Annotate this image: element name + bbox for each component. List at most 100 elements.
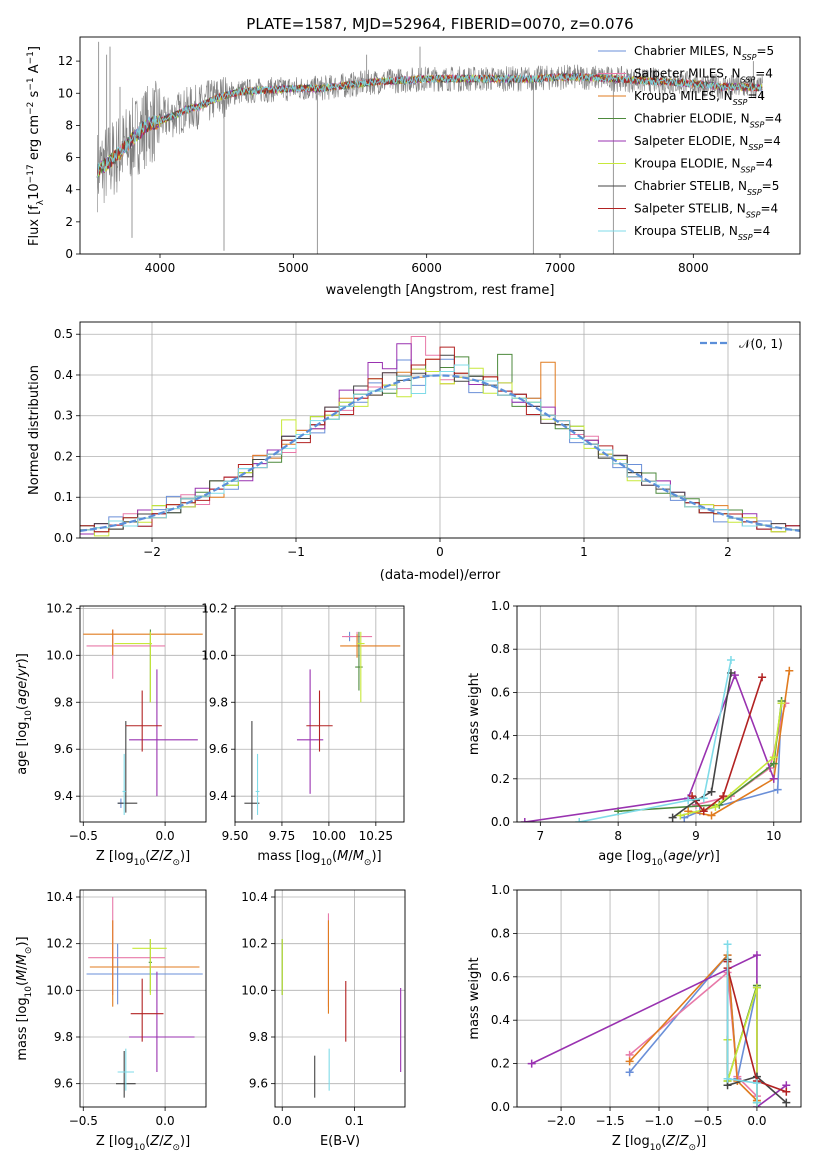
x-tick-label: 10.25	[359, 829, 393, 843]
axes-frame	[274, 889, 406, 1108]
x-tick-label: −2.0	[546, 1114, 575, 1128]
errorbar-kroupa_elodie	[132, 939, 167, 995]
y-axis-label: mass weight	[467, 673, 482, 755]
errorbar-salpeter_miles	[86, 629, 166, 679]
histogram-kroupa_stelib	[80, 364, 800, 531]
x-axis-label: (data-model)/error	[380, 568, 501, 583]
figure-title: PLATE=1587, MJD=52964, FIBERID=0070, z=0…	[246, 15, 633, 33]
legend-label-salpeter_elodie: Salpeter ELODIE, NSSP=4	[634, 134, 781, 152]
series-line	[629, 953, 758, 1102]
series-marker	[625, 1068, 634, 1077]
legend-label-kroupa_miles: Kroupa MILES, NSSP=4	[634, 89, 765, 107]
plot-area	[281, 913, 402, 1098]
legend-label-salpeter_miles: Salpeter MILES, NSSP=4	[634, 67, 773, 85]
y-tick-label: 12	[58, 54, 73, 68]
y-tick-label: 10.2	[46, 937, 73, 951]
errorbar-kroupa_stelib	[255, 753, 260, 815]
series-line	[680, 703, 783, 817]
panel-age_vs_z: −0.5 0.0 9.4 9.6 9.8 10.0 10.2 Z [log10(Z/Z⊙)] a…	[15, 601, 207, 868]
series-marker	[699, 794, 708, 803]
y-axis-label: Normed distribution	[27, 365, 42, 495]
x-tick-label: 0.0	[156, 829, 175, 843]
y-tick-label: 1.0	[491, 883, 510, 897]
series-line	[688, 670, 791, 817]
panel-weight_vs_age: 7 8 9 10 0.0 0.2 0.4 0.6 0.8 1.0 age [log10(age/yr…	[467, 599, 802, 868]
series-line	[628, 953, 758, 1079]
series-marker	[773, 785, 782, 794]
series-marker	[752, 951, 761, 960]
errorbar-salpeter_elodie	[129, 971, 195, 1072]
y-tick-label: 0	[65, 247, 73, 261]
y-tick-label: 10.2	[241, 937, 268, 951]
series-marker	[527, 1059, 536, 1068]
series-kroupa_elodie	[676, 699, 786, 820]
errorbar-kroupa_miles	[83, 629, 203, 656]
y-tick-label: 9.4	[209, 789, 228, 803]
y-tick-label: 0.6	[491, 970, 510, 984]
errorbar-chabrier_elodie	[355, 631, 363, 691]
y-tick-label: 9.6	[54, 742, 73, 756]
errorbar-salpeter_miles	[88, 897, 166, 995]
series-kroupa_elodie	[723, 983, 761, 1107]
panel-weight_vs_z: −2.0 −1.5 −1.0 −0.5 0.0 0.0 0.2 0.4 0.6 0.8 1.0 Z […	[467, 883, 802, 1153]
y-tick-label: 6	[65, 151, 73, 165]
series-marker	[752, 1098, 761, 1107]
series-line	[726, 944, 758, 1103]
x-tick-label: 8000	[678, 261, 709, 275]
series-marker	[769, 753, 778, 762]
y-tick-label: 9.6	[209, 742, 228, 756]
series-marker	[711, 802, 720, 811]
errorbar-kroupa_stelib	[122, 753, 126, 815]
x-axis-label: E(B-V)	[320, 1134, 360, 1149]
legend-label-chabrier_miles: Chabrier MILES, NSSP=5	[634, 44, 774, 62]
panel-spectrum: 4000 5000 6000 7000 8000 0 2 4 6 8 10 12 Chabrier MI…	[26, 36, 801, 298]
panel-residuals: −2 −1 0 1 2 0.0 0.1 0.2 0.3 0.4 0.5 𝒩(0, 1) (data-mo…	[27, 321, 801, 583]
y-tick-label: 0.6	[491, 685, 510, 699]
x-axis-label: wavelength [Angstrom, rest frame]	[326, 283, 555, 298]
axes-frame	[516, 889, 802, 1108]
axes-frame	[79, 321, 801, 539]
y-axis-label: mass [log10(M/M⊙)]	[15, 936, 34, 1060]
series-chabrier_elodie	[723, 981, 761, 1107]
y-tick-label: 0.4	[491, 1013, 510, 1027]
x-tick-label: 0	[436, 545, 444, 559]
y-tick-label: 0.0	[491, 1100, 510, 1114]
y-tick-label: 0.4	[491, 729, 510, 743]
axes-frame	[79, 36, 801, 255]
legend-label-gauss: 𝒩(0, 1)	[739, 337, 783, 351]
y-tick-label: 0.2	[491, 1057, 510, 1071]
x-tick-label: −1.0	[644, 1114, 673, 1128]
series-marker	[707, 787, 716, 796]
x-tick-label: 0.0	[273, 1114, 292, 1128]
axes-frame	[79, 889, 207, 1108]
errorbar-chabrier_stelib	[117, 721, 138, 813]
series-marker	[668, 813, 677, 822]
y-tick-label: 10.0	[46, 648, 73, 662]
series-marker	[723, 1074, 732, 1083]
errorbar-salpeter_stelib	[130, 978, 164, 1042]
x-tick-label: −0.5	[693, 1114, 722, 1128]
series-line	[683, 703, 783, 819]
x-tick-label: 7	[537, 829, 545, 843]
plot-area	[527, 940, 791, 1107]
y-tick-label: 0.0	[491, 815, 510, 829]
series-marker	[769, 774, 778, 783]
y-tick-label: 9.8	[54, 1030, 73, 1044]
y-tick-label: 1.0	[491, 599, 510, 613]
y-axis-label: Flux [fλ10−17 erg cm−2 s−1 A−1]	[26, 46, 46, 246]
x-tick-label: −2	[143, 545, 161, 559]
legend-label-salpeter_stelib: Salpeter STELIB, NSSP=4	[634, 202, 778, 220]
x-tick-label: 7000	[545, 261, 576, 275]
x-tick-label: 10	[766, 829, 781, 843]
errorbar-chabrier_stelib	[244, 721, 260, 820]
series-marker	[752, 1079, 761, 1088]
series-marker	[520, 818, 529, 822]
series-kroupa_miles	[684, 666, 794, 820]
y-tick-label: 0.4	[54, 368, 73, 382]
series-marker	[758, 673, 767, 682]
x-tick-label: 9.50	[222, 829, 249, 843]
spectrum-legend: Chabrier MILES, NSSP=5 Salpeter MILES, NS…	[598, 44, 782, 242]
plot-area	[96, 41, 763, 254]
x-tick-label: 1	[580, 545, 588, 559]
x-tick-label: 10.00	[312, 829, 346, 843]
